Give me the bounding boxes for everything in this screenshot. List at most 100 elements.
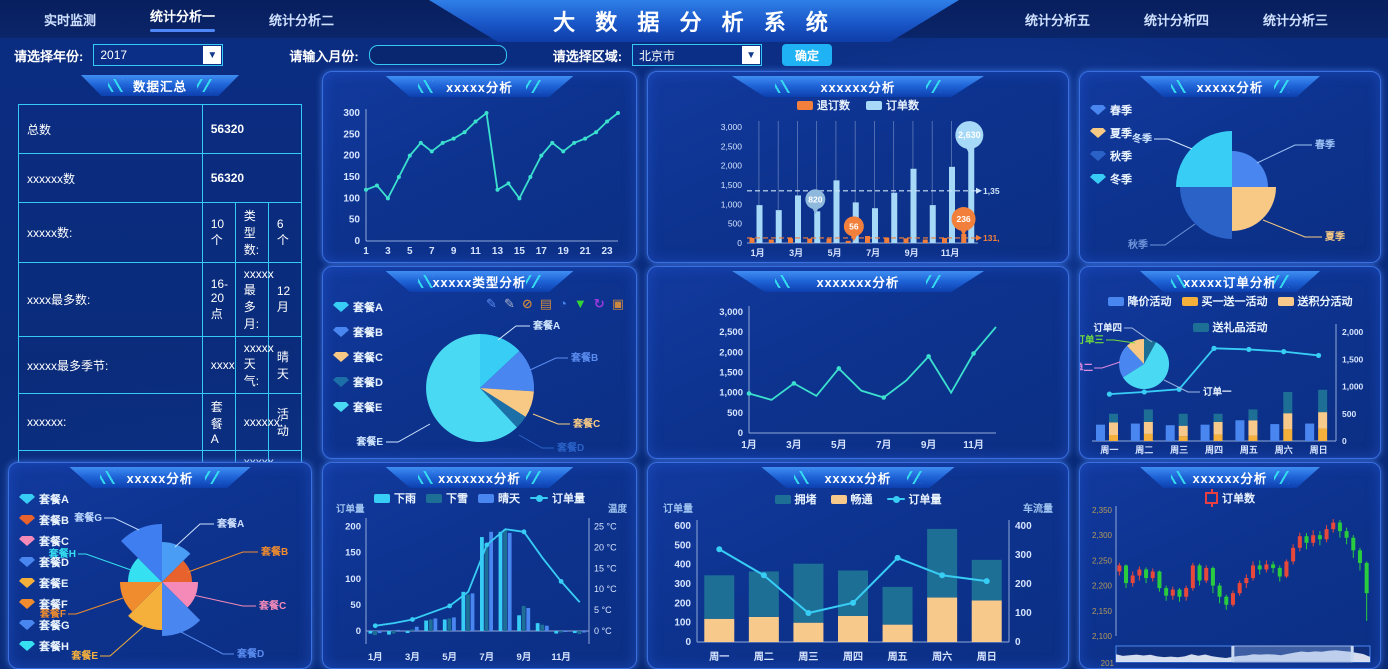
filter-icon[interactable]: ▼ [573, 296, 587, 311]
legend-item[interactable]: 订单数 [1205, 490, 1255, 506]
legend-item[interactable]: 畅通 [830, 491, 873, 507]
legend-item[interactable]: 退订数 [797, 97, 850, 113]
legend-item[interactable]: 套餐C [19, 533, 70, 549]
region-select[interactable]: 北京市 ▼ [632, 44, 763, 66]
nav-item-1[interactable]: 统计分析一 [150, 6, 215, 32]
nav-item-2[interactable]: 统计分析二 [269, 12, 335, 28]
legend-item[interactable]: 下雨 [374, 490, 416, 506]
svg-text:600: 600 [674, 521, 691, 532]
legend-item[interactable]: 套餐D [333, 374, 383, 390]
table-value-cell: 56320 [201, 153, 303, 203]
legend-label: 下雨 [394, 493, 416, 505]
month-input[interactable] [368, 45, 507, 65]
legend-item[interactable]: 套餐C [333, 349, 383, 365]
candlestick-chart[interactable]: 2,100 2,150 2,200 2,250 2,300 2,350 201 [1080, 488, 1380, 668]
legend-swatch-icon [19, 557, 35, 567]
legend-item[interactable]: 套餐G [19, 617, 70, 633]
svg-text:500: 500 [727, 219, 741, 229]
nav-item-0[interactable]: 实时监测 [44, 12, 97, 28]
panel-title: xxxxx分析 [1196, 81, 1264, 95]
pie-type-icon[interactable]: ◔ [559, 296, 567, 311]
legend: 套餐A 套餐B 套餐C 套餐D 套餐E 套餐F 套餐G 套餐H [19, 491, 70, 654]
confirm-button[interactable]: 确定 [782, 44, 833, 66]
svg-text:500: 500 [1342, 409, 1356, 419]
legend-swatch-icon [333, 302, 349, 312]
legend-swatch-icon [426, 493, 442, 503]
save-image-icon[interactable]: ▣ [611, 296, 624, 311]
legend-swatch-icon [774, 494, 791, 504]
nav-item-0[interactable]: 统计分析五 [1024, 12, 1090, 28]
legend-item[interactable]: 冬季 [1090, 171, 1132, 187]
svg-text:套餐C: 套餐C [258, 599, 286, 612]
monthly-orders-bar-chart[interactable]: 0 500 1,000 1,500 2,000 2,500 3,000 1月 3月 5月 7月 9月 1… [703, 97, 1014, 263]
svg-text:套餐B: 套餐B [570, 351, 598, 364]
legend-item[interactable]: 订单量 [530, 490, 585, 506]
panel-title-banner: 数据汇总 [80, 75, 240, 96]
order-activity-combo-chart[interactable]: 0 500 1,000 1,500 2,000 周一 周二 周三 周四 周五 周六 周日 订单四订单三订… [1080, 292, 1380, 459]
panel-title-banner: xxxxx分析 [69, 467, 251, 488]
legend-swatch-icon [530, 494, 548, 502]
legend-item[interactable]: 套餐B [333, 324, 383, 340]
data-view-icon[interactable]: ▤ [539, 296, 553, 311]
nav-item-2[interactable]: 统计分析三 [1262, 12, 1328, 28]
svg-text:17: 17 [535, 246, 547, 257]
legend-item[interactable]: 春季 [1090, 102, 1132, 118]
legend-item[interactable]: 套餐F [19, 596, 70, 612]
brush-minus-icon[interactable]: ✎ [503, 296, 515, 311]
legend-item[interactable]: 买一送一活动 [1181, 293, 1268, 309]
legend-item[interactable]: 降价活动 [1107, 293, 1172, 309]
monthly-line-chart[interactable]: 0 500 1,000 1,500 2,000 2,500 3,000 1月 3月 5月 7月 9月 1… [703, 292, 1014, 459]
table-value-cell: 56320 [201, 104, 303, 154]
svg-text:秋季: 秋季 [1128, 238, 1149, 251]
legend-item[interactable]: 拥堵 [774, 491, 817, 507]
panel-package-rose: xxxxx分析 套餐A 套餐B 套餐C 套餐D 套餐E 套餐F 套餐G 套餐H 套餐A 套餐B 套… [8, 462, 312, 669]
table-row: 总数 56320 [18, 104, 303, 154]
svg-text:周四: 周四 [843, 651, 863, 663]
svg-text:周日: 周日 [1310, 445, 1328, 455]
legend-swatch-icon [830, 494, 847, 504]
svg-text:23: 23 [601, 246, 613, 257]
year-label: 请选择年份: [14, 48, 84, 64]
package-type-pie-chart[interactable]: 套餐A 套餐B 套餐C 套餐D 套餐E [330, 292, 630, 456]
legend-item[interactable]: 秋季 [1090, 148, 1132, 164]
table-value-cell: 晴天 [267, 336, 303, 394]
legend-item[interactable]: 套餐B [19, 512, 70, 528]
traffic-stacked-bar-chart[interactable]: 订单量 车流量01002003004005006000100200300400周一… [649, 488, 1067, 668]
svg-text:1,35: 1,35 [983, 186, 1000, 196]
table-value-cell: xxxx [201, 336, 236, 394]
legend-item[interactable]: 夏季 [1090, 125, 1132, 141]
package-rose-chart[interactable]: 套餐A 套餐B 套餐C 套餐D 套餐E 套餐F 套餐H 套餐G [10, 488, 310, 668]
legend-item[interactable]: 送积分活动 [1277, 293, 1353, 309]
legend-item[interactable]: 套餐E [333, 399, 383, 415]
legend-item[interactable]: 套餐D [19, 554, 70, 570]
svg-text:9月: 9月 [920, 439, 936, 451]
year-select[interactable]: 2017 ▼ [93, 44, 224, 66]
legend-item[interactable]: 套餐H [19, 638, 70, 654]
legend-item[interactable]: 套餐A [333, 299, 383, 315]
brush-add-icon[interactable]: ✎ [486, 296, 497, 311]
legend-swatch-icon [374, 493, 390, 503]
legend-item[interactable]: 下雪 [426, 490, 468, 506]
svg-text:201: 201 [1101, 659, 1115, 668]
legend-swatch-icon [333, 352, 349, 362]
svg-text:套餐E: 套餐E [355, 435, 383, 448]
table-value-cell: 12月 [267, 262, 303, 337]
legend-item[interactable]: 套餐E [19, 575, 70, 591]
legend-item[interactable]: 套餐A [19, 491, 70, 507]
svg-text:3月: 3月 [786, 439, 802, 451]
brush-clear-icon[interactable]: ⊘ [521, 296, 533, 311]
nav-item-1[interactable]: 统计分析四 [1143, 12, 1209, 28]
legend-item[interactable]: 订单量 [886, 491, 942, 507]
page-title: 大 数 据 分 析 系 统 [553, 10, 835, 35]
legend-label: 送积分活动 [1297, 296, 1353, 308]
svg-text:500: 500 [674, 540, 691, 551]
svg-text:周五: 周五 [888, 651, 908, 663]
legend-item[interactable]: 送礼品活动 [1192, 319, 1268, 335]
restore-icon[interactable]: ↻ [593, 296, 605, 311]
legend-item[interactable]: 晴天 [478, 490, 520, 506]
legend-item[interactable]: 订单数 [866, 97, 919, 113]
table-label-cell: xxxxxx: [18, 393, 203, 451]
